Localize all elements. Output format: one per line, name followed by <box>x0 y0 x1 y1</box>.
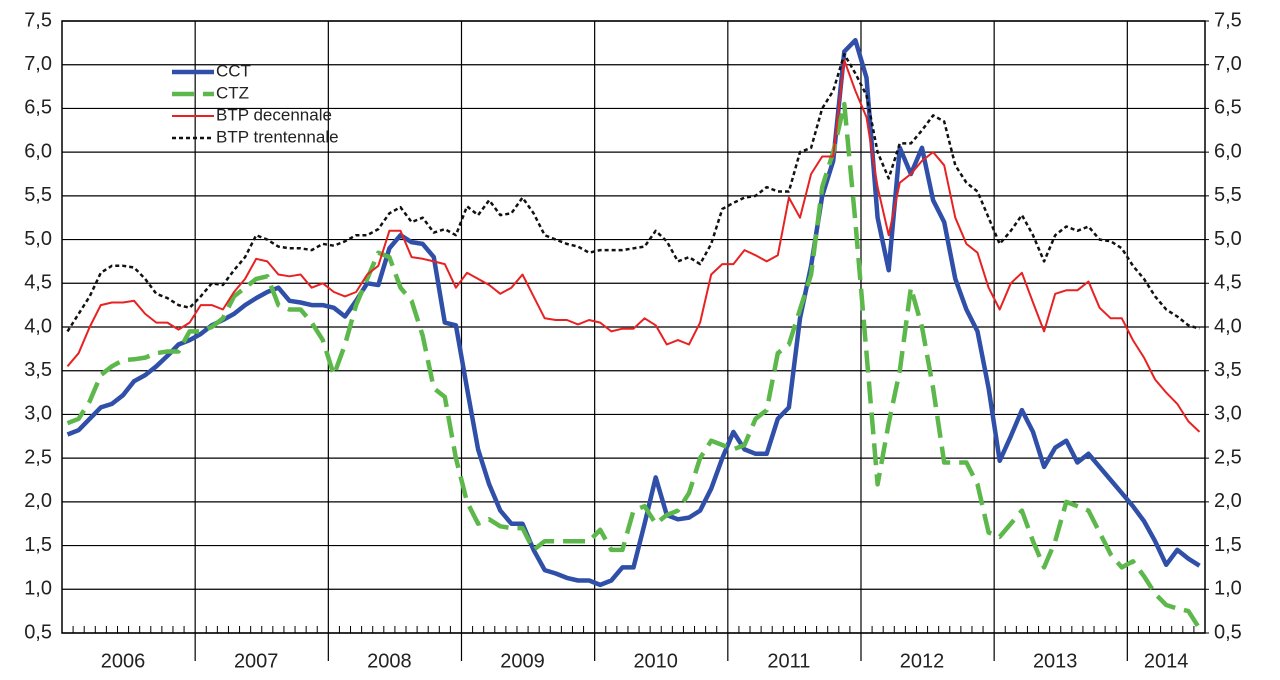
x-tick-label: 2009 <box>500 650 545 672</box>
y2-tick-label: 5,0 <box>1214 228 1242 250</box>
y2-tick-label: 6,0 <box>1214 140 1242 162</box>
series-line <box>66 101 1202 630</box>
y2-tick-label: 7,0 <box>1214 53 1242 75</box>
x-tick-label: 2006 <box>101 650 146 672</box>
y2-tick-label: 6,5 <box>1214 97 1242 119</box>
y-tick-label: 6,0 <box>24 140 52 162</box>
series-line <box>66 52 1200 333</box>
y-tick-label: 7,0 <box>24 53 52 75</box>
y-tick-label: 1,0 <box>24 578 52 600</box>
y-tick-label: 5,5 <box>24 184 52 206</box>
y-tick-label: 7,5 <box>24 9 52 31</box>
y2-tick-label: 4,0 <box>1214 315 1242 337</box>
y-tick-label: 3,0 <box>24 403 52 425</box>
y2-tick-label: 1,0 <box>1214 578 1242 600</box>
x-tick-label: 2011 <box>767 650 810 672</box>
y2-tick-label: 7,5 <box>1214 9 1242 31</box>
y-tick-label: 5,0 <box>24 228 52 250</box>
legend-label: CTZ <box>216 83 249 102</box>
y2-tick-label: 3,0 <box>1214 403 1242 425</box>
y2-tick-label: 1,5 <box>1214 534 1242 556</box>
y-tick-label: 0,5 <box>24 621 52 643</box>
x-tick-label: 2007 <box>234 650 279 672</box>
y2-tick-label: 2,5 <box>1214 446 1242 468</box>
y-tick-label: 2,0 <box>24 490 52 512</box>
y-tick-label: 4,5 <box>24 272 52 294</box>
x-tick-label: 2014 <box>1144 650 1189 672</box>
y2-tick-label: 0,5 <box>1214 621 1242 643</box>
series-line <box>66 59 1201 433</box>
y2-tick-label: 5,5 <box>1214 184 1242 206</box>
y-tick-label: 3,5 <box>24 359 52 381</box>
x-tick-label: 2010 <box>633 650 678 672</box>
y-tick-label: 2,5 <box>24 446 52 468</box>
legend-label: BTP trentennale <box>216 127 339 146</box>
legend-label: CCT <box>216 61 251 80</box>
y2-tick-label: 2,0 <box>1214 490 1242 512</box>
x-tick-label: 2013 <box>1033 650 1078 672</box>
y2-tick-label: 3,5 <box>1214 359 1242 381</box>
series-line <box>66 37 1201 588</box>
y-tick-label: 4,0 <box>24 315 52 337</box>
plot-frame <box>61 20 1206 634</box>
x-tick-label: 2008 <box>367 650 412 672</box>
y2-tick-label: 4,5 <box>1214 272 1242 294</box>
y-tick-label: 1,5 <box>24 534 52 556</box>
y-tick-label: 6,5 <box>24 97 52 119</box>
x-tick-label: 2012 <box>900 650 945 672</box>
legend-label: BTP decennale <box>216 105 332 124</box>
